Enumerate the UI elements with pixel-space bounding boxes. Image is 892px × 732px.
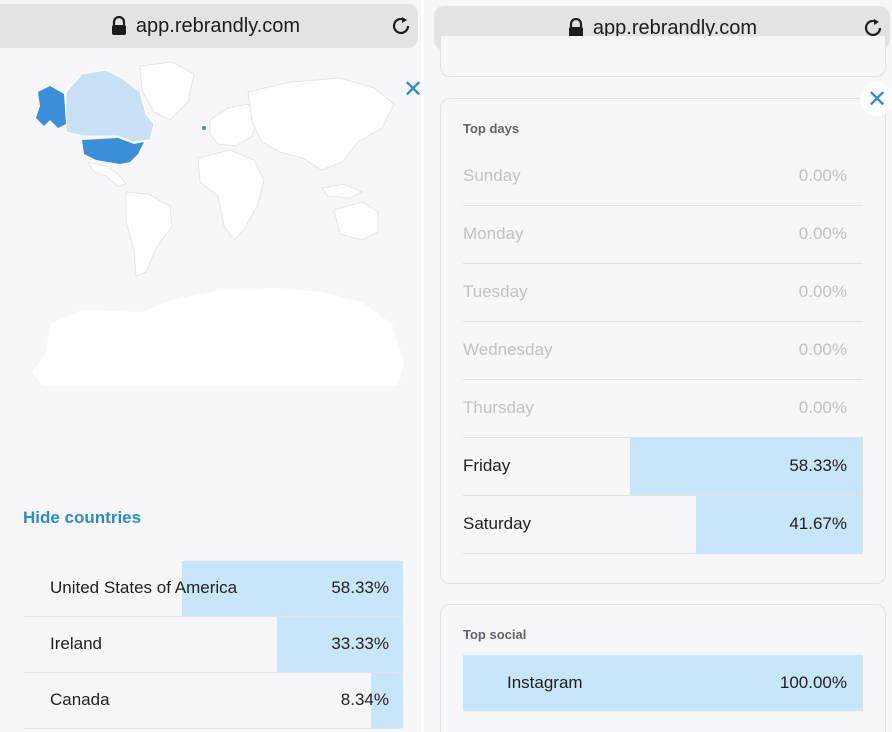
url-text: app.rebrandly.com [592, 16, 758, 39]
lock-icon [111, 16, 126, 35]
top-social-card: Top social Instagram 100.00% [440, 604, 886, 732]
country-share-bar [181, 561, 403, 616]
previous-card-bottom [440, 36, 886, 77]
day-percent: 0.00% [798, 166, 847, 185]
social-row[interactable]: Instagram 100.00% [463, 655, 863, 711]
country-share-bar [276, 617, 403, 672]
social-percent: 100.00% [779, 673, 847, 692]
day-row[interactable]: Sunday 0.00% [463, 148, 863, 206]
map-europe [209, 103, 259, 147]
map-usa [82, 138, 144, 164]
day-percent: 58.33% [789, 456, 847, 475]
address-bar[interactable]: app.rebrandly.com [0, 4, 418, 48]
day-percent: 0.00% [798, 398, 847, 417]
day-percent: 41.67% [789, 514, 847, 533]
close-icon[interactable]: ✕ [860, 82, 892, 116]
day-row[interactable]: Tuesday 0.00% [463, 264, 863, 322]
day-name: Saturday [463, 514, 532, 533]
country-list: United States of America 58.33% Ireland … [24, 561, 403, 729]
map-indonesia [321, 183, 364, 199]
hide-countries-link[interactable]: Hide countries [23, 508, 142, 527]
country-name: Canada [50, 690, 110, 709]
top-days-card: Top days Sunday 0.00% Monday 0.00% Tuesd… [440, 98, 886, 584]
day-row[interactable]: Saturday 41.67% [463, 496, 863, 554]
reload-icon[interactable] [862, 16, 884, 40]
country-percent: 58.33% [331, 578, 389, 597]
world-map [32, 62, 404, 386]
day-percent: 0.00% [798, 282, 847, 301]
map-antarctica [32, 288, 404, 386]
day-name: Friday [463, 456, 511, 475]
days-list: Sunday 0.00% Monday 0.00% Tuesday 0.00% … [463, 148, 863, 554]
social-name: Instagram [507, 673, 583, 692]
day-row[interactable]: Thursday 0.00% [463, 380, 863, 438]
lock-icon [568, 18, 583, 37]
map-south-america [125, 191, 173, 277]
day-percent: 0.00% [798, 340, 847, 359]
close-icon[interactable]: ✕ [402, 75, 421, 103]
map-canada [65, 69, 155, 143]
country-share-bar [371, 673, 403, 728]
country-percent: 33.33% [331, 634, 389, 653]
top-days-title: Top days [463, 121, 520, 136]
screenshot-divider [421, 0, 424, 732]
day-name: Thursday [463, 398, 534, 417]
day-name: Wednesday [463, 340, 553, 359]
url-text: app.rebrandly.com [135, 14, 301, 37]
country-name: United States of America [50, 578, 238, 597]
day-percent: 0.00% [798, 224, 847, 243]
country-row[interactable]: Canada 8.34% [24, 673, 403, 729]
map-asia [247, 77, 395, 171]
map-mexico [86, 161, 127, 187]
day-name: Tuesday [463, 282, 528, 301]
day-share-bar [696, 496, 863, 553]
country-name: Ireland [50, 634, 102, 653]
day-share-bar [629, 438, 863, 495]
country-row[interactable]: Ireland 33.33% [24, 617, 403, 673]
country-row[interactable]: United States of America 58.33% [24, 561, 403, 617]
day-name: Monday [463, 224, 524, 243]
stats-panel: app.rebrandly.com Top days Sunday 0.00% … [424, 0, 892, 732]
top-social-title: Top social [463, 627, 527, 642]
day-row[interactable]: Wednesday 0.00% [463, 322, 863, 380]
countries-panel: app.rebrandly.com ✕ Hide count [0, 0, 421, 732]
map-australia [333, 201, 379, 241]
reload-icon[interactable] [390, 14, 412, 38]
map-ireland [202, 126, 206, 130]
day-name: Sunday [463, 166, 521, 185]
map-africa [197, 149, 265, 241]
country-percent: 8.34% [340, 690, 389, 709]
day-row[interactable]: Friday 58.33% [463, 438, 863, 496]
map-greenland [139, 62, 195, 121]
map-alaska [36, 86, 66, 128]
day-row[interactable]: Monday 0.00% [463, 206, 863, 264]
